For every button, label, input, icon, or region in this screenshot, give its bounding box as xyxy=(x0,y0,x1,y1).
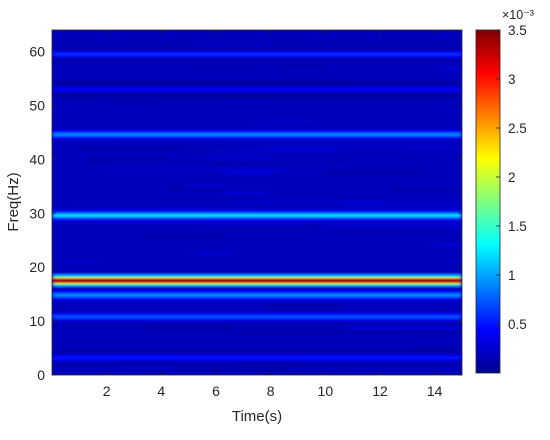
y-axis-ticks: 0 10 20 30 40 50 60 xyxy=(29,44,462,383)
x-axis-label: Time(s) xyxy=(232,408,282,425)
texture-streak xyxy=(203,155,273,159)
texture-streak xyxy=(116,141,221,145)
texture-streak xyxy=(268,304,339,308)
y-axis-label: Freq(Hz) xyxy=(5,172,22,231)
colorbar-tick-label: 2 xyxy=(508,170,516,185)
ridge-band xyxy=(52,88,462,91)
texture-streak xyxy=(143,233,225,237)
texture-streak xyxy=(348,327,457,331)
ridge-band xyxy=(52,315,462,318)
texture-streak xyxy=(285,65,325,69)
texture-streak xyxy=(408,145,462,149)
colorbar-tick-label: 3 xyxy=(508,72,516,87)
x-tick-label: 4 xyxy=(157,383,165,399)
y-tick-label: 40 xyxy=(29,151,45,167)
texture-streak xyxy=(322,171,418,175)
ridge-band xyxy=(52,214,462,217)
texture-streak xyxy=(256,145,408,149)
ridge-band xyxy=(52,279,462,282)
texture-streak xyxy=(284,181,329,185)
texture-streak xyxy=(166,188,241,192)
texture-streak xyxy=(277,228,397,232)
texture-streak xyxy=(152,368,197,372)
colorbar-tick-label: 1.5 xyxy=(508,219,527,234)
texture-streak xyxy=(457,185,462,189)
texture-streak xyxy=(234,331,393,335)
texture-streak xyxy=(154,206,238,210)
plot-frame xyxy=(51,29,463,376)
colorbar-exponent-label: ×10⁻³ xyxy=(502,8,534,22)
texture-streak xyxy=(115,146,236,150)
texture-streak xyxy=(413,346,452,350)
texture-streak xyxy=(82,221,244,225)
texture-streak xyxy=(262,42,296,46)
x-tick-label: 12 xyxy=(372,383,388,399)
texture-streak xyxy=(61,182,134,186)
plot-area xyxy=(52,30,462,375)
x-tick-label: 8 xyxy=(267,383,275,399)
x-tick-label: 2 xyxy=(103,383,111,399)
texture-streak xyxy=(340,201,462,205)
ridge-band xyxy=(52,294,462,297)
texture-streak xyxy=(193,67,255,71)
ridge-band xyxy=(52,133,462,136)
colorbar-tick-label: 2.5 xyxy=(508,121,527,136)
y-tick-label: 10 xyxy=(29,313,45,329)
texture-streak xyxy=(216,165,348,169)
texture-streak xyxy=(143,326,233,330)
texture-streak xyxy=(63,259,99,263)
colorbar-ticks: 0.5 1 1.5 2 2.5 3 3.5 xyxy=(496,23,527,332)
texture-streak xyxy=(326,224,462,228)
texture-streak xyxy=(110,168,232,172)
texture-streak xyxy=(440,67,462,71)
y-tick-label: 50 xyxy=(29,97,45,113)
x-tick-label: 6 xyxy=(212,383,220,399)
texture-streak xyxy=(220,96,261,100)
colorbar: 0.5 1 1.5 2 2.5 3 3.5 ×10⁻³ xyxy=(475,8,534,374)
texture-streak xyxy=(350,329,462,333)
texture-streak xyxy=(179,366,291,370)
texture-streak xyxy=(195,252,234,256)
ridge-band xyxy=(52,53,462,56)
colorbar-tick-label: 0.5 xyxy=(508,317,527,332)
x-tick-label: 14 xyxy=(427,383,443,399)
texture-streak xyxy=(224,191,269,195)
texture-streak xyxy=(281,204,326,208)
colorbar-gradient xyxy=(475,29,501,374)
texture-streak xyxy=(251,373,342,375)
texture-streak xyxy=(392,188,462,192)
texture-streak xyxy=(108,100,158,104)
y-tick-label: 20 xyxy=(29,259,45,275)
heatmap-ridges xyxy=(52,46,462,366)
x-tick-label: 10 xyxy=(318,383,334,399)
ridge-band xyxy=(52,356,462,359)
texture-streak xyxy=(212,148,343,152)
texture-streak xyxy=(209,162,249,166)
texture-streak xyxy=(234,200,382,204)
texture-streak xyxy=(232,171,273,175)
texture-streak xyxy=(187,184,236,188)
y-tick-label: 60 xyxy=(29,44,45,60)
texture-streak xyxy=(185,43,273,47)
colorbar-tick-label: 3.5 xyxy=(508,23,527,38)
x-axis-ticks: 2 4 6 8 10 12 14 xyxy=(103,30,443,399)
texture-streak xyxy=(395,222,462,226)
texture-streak xyxy=(73,203,139,207)
texture-streak xyxy=(92,159,133,163)
y-tick-label: 30 xyxy=(29,205,45,221)
texture-streak xyxy=(301,41,375,45)
texture-streak xyxy=(253,120,313,124)
y-tick-label: 0 xyxy=(37,367,45,383)
texture-streak xyxy=(424,268,462,272)
texture-streak xyxy=(206,221,308,225)
colorbar-tick-label: 1 xyxy=(508,268,516,283)
texture-streak xyxy=(87,158,170,162)
texture-streak xyxy=(430,243,462,247)
texture-streak xyxy=(115,365,240,369)
